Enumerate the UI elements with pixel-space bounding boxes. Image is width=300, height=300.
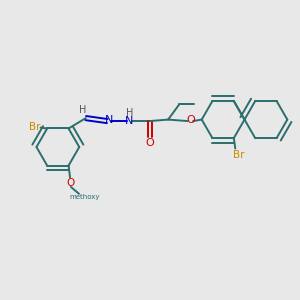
Text: methoxy: methoxy xyxy=(70,194,100,200)
Text: N: N xyxy=(125,116,134,126)
Text: H: H xyxy=(126,108,133,118)
Text: O: O xyxy=(186,116,195,125)
Text: H: H xyxy=(79,105,86,115)
Text: O: O xyxy=(145,138,154,148)
Text: N: N xyxy=(105,116,113,125)
Text: Br: Br xyxy=(29,122,40,132)
Text: Br: Br xyxy=(232,150,244,161)
Text: O: O xyxy=(67,178,75,188)
